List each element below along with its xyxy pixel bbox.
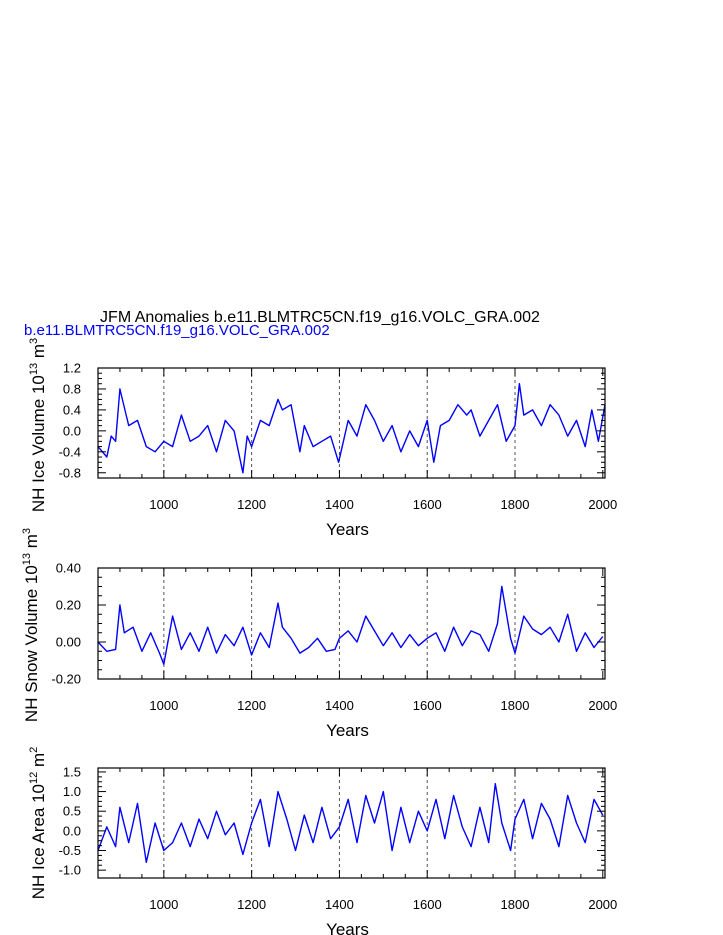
series-line xyxy=(97,783,604,863)
y-tick-label: 0.40 xyxy=(56,561,81,576)
x-tick-label: 1600 xyxy=(413,698,442,713)
x-tick-label: 1200 xyxy=(237,698,266,713)
y-tick-label: 0.4 xyxy=(63,402,81,417)
y-tick-label: -0.4 xyxy=(59,444,81,459)
y-tick-label: 0.20 xyxy=(56,598,81,613)
x-axis-label: Years xyxy=(326,520,369,539)
x-tick-label: 1200 xyxy=(237,497,266,512)
x-tick-label: 2000 xyxy=(588,698,617,713)
x-tick-label: 2000 xyxy=(588,497,617,512)
figure-title: JFM Anomalies b.e11.BLMTRC5CN.f19_g16.VO… xyxy=(100,309,540,326)
x-axis-label: Years xyxy=(326,920,369,935)
x-tick-label: 1400 xyxy=(325,698,354,713)
panel-3: 1000 1200 1400 1600 1800 2000 1.5 1.0 0.5 0.0 -0.5… xyxy=(28,747,617,935)
x-tick-label: 2000 xyxy=(588,897,617,912)
x-tick-label: 1000 xyxy=(149,698,178,713)
x-tick-label: 1800 xyxy=(501,897,530,912)
x-tick-label: 1800 xyxy=(501,497,530,512)
y-axis-label: NH Snow Volume 1013 m3 xyxy=(21,528,41,722)
y-tick-label: 0.00 xyxy=(56,635,81,650)
panel-1: 1000 1200 1400 1600 1800 2000 1.2 0.8 0.4 0.0 -0.4… xyxy=(28,338,617,539)
y-axis-label: NH Ice Area 1012 m2 xyxy=(28,747,48,900)
x-tick-label: 1000 xyxy=(149,897,178,912)
y-tick-label: 1.0 xyxy=(63,784,81,799)
y-axis-label: NH Ice Volume 1013 m3 xyxy=(28,338,48,512)
panel-2: 1000 1200 1400 1600 1800 2000 0.40 0.20 0.00 -0.2… xyxy=(21,528,617,740)
y-tick-label: -0.20 xyxy=(51,672,81,687)
y-tick-label: 1.2 xyxy=(63,361,81,376)
y-tick-label: -1.0 xyxy=(59,863,81,878)
x-axis-label: Years xyxy=(326,721,369,740)
y-tick-label: 1.5 xyxy=(63,764,81,779)
y-tick-label: 0.8 xyxy=(63,381,81,396)
series-line xyxy=(97,383,606,474)
y-tick-label: 0.5 xyxy=(63,804,81,819)
x-tick-label: 1600 xyxy=(413,897,442,912)
x-tick-label: 1400 xyxy=(325,497,354,512)
plot-frame xyxy=(97,767,606,879)
y-tick-label: 0.0 xyxy=(63,423,81,438)
x-tick-label: 1800 xyxy=(501,698,530,713)
series-line xyxy=(97,585,604,665)
y-tick-label: 0.0 xyxy=(63,823,81,838)
x-tick-label: 1200 xyxy=(237,897,266,912)
x-tick-label: 1600 xyxy=(413,497,442,512)
y-tick-label: -0.8 xyxy=(59,465,81,480)
x-tick-label: 1400 xyxy=(325,897,354,912)
figure-subtitle: b.e11.BLMTRC5CN.f19_g16.VOLC_GRA.002 xyxy=(24,322,330,339)
x-tick-label: 1000 xyxy=(149,497,178,512)
y-tick-label: -0.5 xyxy=(59,843,81,858)
plot-frame xyxy=(97,367,606,479)
